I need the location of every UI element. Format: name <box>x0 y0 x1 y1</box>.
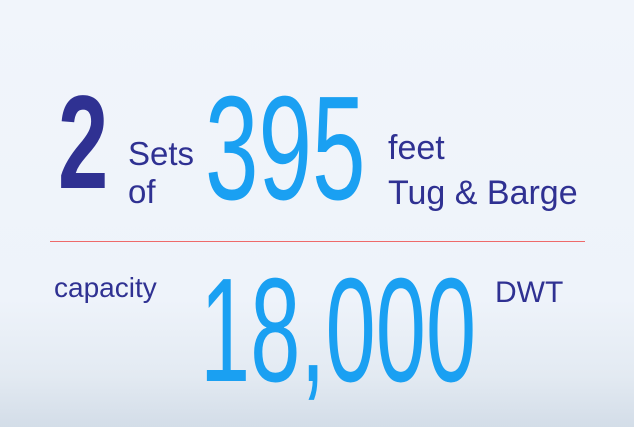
vessel-label: Tug & Barge <box>388 174 578 212</box>
capacity-value: 18,000 <box>200 248 477 413</box>
set-count: 2 <box>58 69 109 217</box>
of-label: of <box>128 173 156 210</box>
divider <box>50 241 585 242</box>
length-value: 395 <box>205 66 366 231</box>
capacity-label: capacity <box>54 272 157 303</box>
sets-label: Sets <box>128 135 195 172</box>
capacity-unit: DWT <box>495 276 564 309</box>
unit-label: feet <box>388 129 445 167</box>
